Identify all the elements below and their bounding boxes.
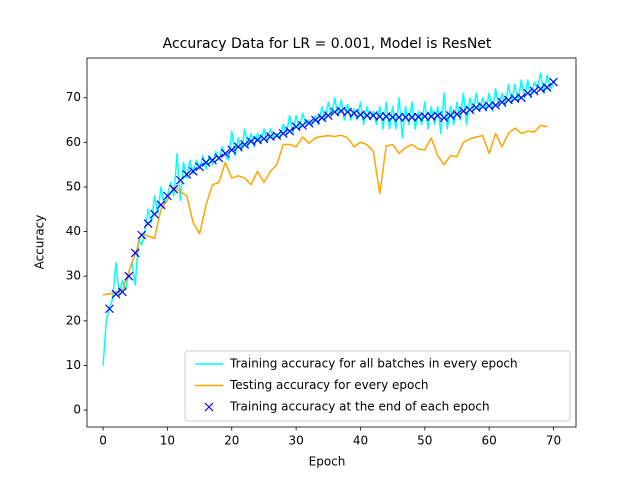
y-tick-label: 10 [66, 358, 81, 372]
chart-title: Accuracy Data for LR = 0.001, Model is R… [163, 36, 492, 52]
x-tick-label: 0 [99, 434, 107, 448]
legend-label: Training accuracy for all batches in eve… [229, 357, 518, 371]
legend-box [184, 350, 571, 422]
marker-x [465, 105, 475, 115]
data-line [102, 72, 555, 366]
marker-x [375, 112, 385, 121]
legend-marker [204, 402, 214, 412]
marker-x [182, 170, 192, 179]
marker-x [433, 111, 443, 120]
axes-frame [86, 57, 577, 428]
y-tick-label: 0 [73, 403, 81, 417]
legend-label: Testing accuracy for every epoch [229, 378, 429, 392]
marker-x [117, 287, 127, 297]
marker-x [259, 134, 269, 144]
marker-x [220, 149, 230, 158]
marker-x [195, 162, 205, 172]
marker-x [188, 166, 198, 176]
marker-x [143, 219, 153, 228]
marker-x [105, 304, 114, 314]
marker-x [130, 248, 140, 258]
y-axis-label: Accuracy [33, 215, 47, 270]
x-tick-label: 10 [160, 434, 175, 448]
marker-x [516, 93, 526, 103]
marker-x [452, 109, 462, 119]
marker-x [439, 113, 449, 123]
x-tick-label: 70 [546, 434, 561, 448]
marker-x [549, 77, 558, 87]
y-tick-label: 40 [66, 224, 81, 238]
marker-x [523, 88, 533, 98]
marker-x [310, 115, 320, 125]
marker-x [420, 112, 430, 121]
y-tick-label: 70 [66, 90, 81, 104]
marker-x [394, 112, 404, 122]
marker-x [156, 200, 166, 210]
y-tick-label: 20 [66, 313, 81, 327]
marker-x [323, 111, 333, 120]
plot-area [102, 72, 558, 366]
marker-x [227, 145, 237, 155]
x-tick-label: 40 [353, 434, 368, 448]
marker-x [201, 157, 211, 167]
x-tick-label: 20 [224, 434, 239, 448]
x-tick-label: 50 [417, 434, 432, 448]
marker-x [150, 209, 159, 219]
marker-x [272, 131, 282, 141]
y-tick-label: 30 [66, 269, 81, 283]
marker-x [208, 155, 217, 165]
marker-x [304, 118, 314, 128]
marker-x [388, 112, 398, 122]
data-line [102, 124, 548, 296]
legend-label: Training accuracy at the end of each epo… [229, 400, 490, 414]
marker-x [124, 271, 134, 281]
marker-x [111, 289, 121, 299]
marker-x [497, 97, 507, 107]
y-tick-label: 50 [66, 179, 81, 193]
marker-x [240, 140, 250, 149]
marker-x [169, 184, 179, 194]
marker-x [529, 86, 539, 96]
marker-x [285, 126, 295, 136]
x-axis-label: Epoch [309, 455, 346, 469]
marker-x [317, 113, 327, 123]
marker-x [214, 153, 224, 163]
marker-x [278, 128, 288, 138]
x-tick-label: 30 [288, 434, 303, 448]
y-tick-label: 60 [66, 135, 81, 149]
marker-x [362, 111, 372, 120]
marker-x [542, 83, 552, 92]
marker-x [491, 100, 500, 110]
legend: Training accuracy for all batches in eve… [184, 350, 571, 422]
marker-x [401, 112, 410, 122]
x-tick-label: 60 [481, 434, 496, 448]
marker-x [233, 142, 243, 152]
marker-x [137, 230, 147, 240]
marker-x [298, 120, 307, 130]
